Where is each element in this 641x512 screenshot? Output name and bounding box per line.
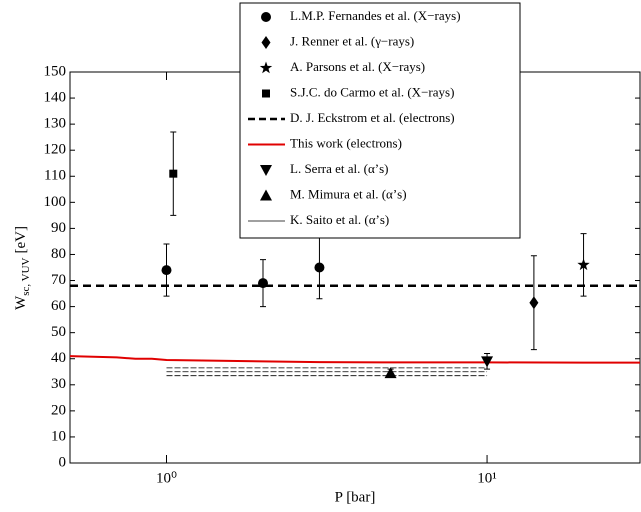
y-tick-label: 40	[51, 350, 66, 366]
legend-label: L.M.P. Fernandes et al. (X−rays)	[290, 8, 461, 23]
legend-box	[239, 2, 521, 239]
x-tick-label: 10¹	[477, 470, 497, 486]
y-tick-label: 20	[51, 402, 66, 418]
marker	[314, 262, 325, 273]
marker	[577, 258, 590, 271]
legend-symbol	[260, 165, 272, 176]
legend-label: L. Serra et al. (α’s)	[290, 161, 389, 176]
y-tick-label: 100	[44, 194, 67, 210]
marker	[384, 367, 397, 379]
y-tick-label: 140	[44, 90, 67, 106]
series-line	[69, 355, 640, 364]
y-tick-label: 70	[51, 272, 66, 288]
legend-label: D. J. Eckstrom et al. (electrons)	[290, 110, 455, 125]
legend-label: A. Parsons et al. (X−rays)	[290, 59, 425, 74]
legend: L.M.P. Fernandes et al. (X−rays) J. Renne…	[239, 2, 521, 239]
marker	[161, 265, 172, 276]
legend-label: K. Saito et al. (α’s)	[290, 212, 389, 227]
x-tick-label: 10⁰	[156, 470, 177, 486]
y-tick-label: 80	[51, 246, 66, 262]
legend-symbol	[260, 189, 272, 201]
y-label-sub: sc, VUV	[20, 257, 32, 295]
y-tick-label: 130	[44, 116, 67, 132]
y-tick-label: 150	[44, 63, 67, 79]
legend-label: J. Renner et al. (γ−rays)	[290, 33, 414, 48]
y-tick-label: 60	[51, 298, 66, 314]
legend-symbol	[261, 36, 271, 49]
x-axis-label: P [bar]	[335, 489, 376, 505]
legend-symbol	[261, 12, 271, 22]
legend-symbol	[262, 89, 270, 98]
legend-label: M. Mimura et al. (α’s)	[290, 186, 407, 201]
y-axis-label: Wsc, VUV [eV]	[13, 226, 31, 310]
legend-symbol	[259, 61, 273, 74]
y-tick-label: 0	[59, 454, 67, 470]
y-label-unit: [eV]	[13, 226, 29, 253]
marker	[529, 296, 539, 310]
y-label-main: W	[13, 295, 29, 310]
y-tick-label: 90	[51, 220, 66, 236]
marker	[169, 169, 178, 178]
legend-label: S.J.C. do Carmo et al. (X−rays)	[290, 84, 454, 99]
legend-label: This work (electrons)	[290, 135, 402, 150]
y-tick-label: 120	[44, 142, 67, 158]
y-tick-label: 50	[51, 324, 66, 340]
y-tick-label: 10	[51, 428, 66, 444]
marker	[481, 356, 494, 368]
y-tick-label: 110	[44, 168, 66, 184]
y-tick-label: 30	[51, 376, 66, 392]
